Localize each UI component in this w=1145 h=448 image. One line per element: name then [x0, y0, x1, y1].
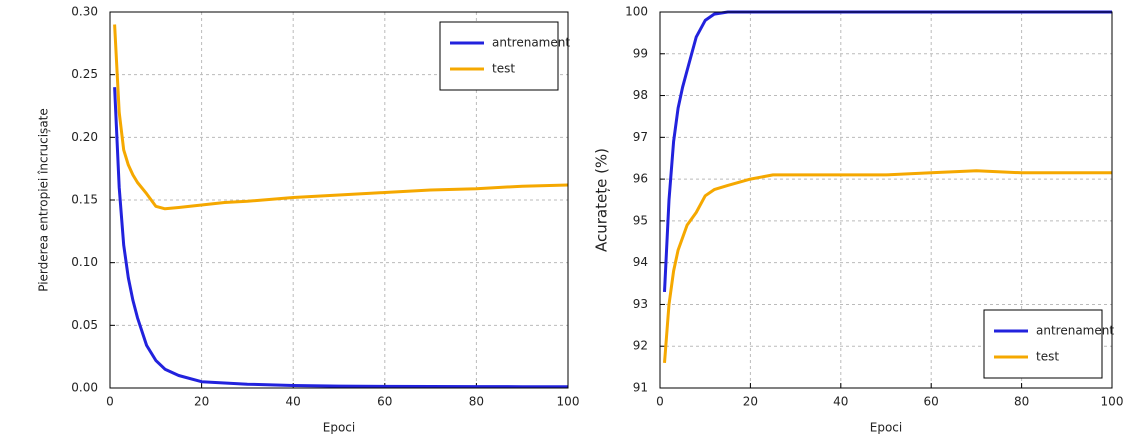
legend-box — [983, 309, 1103, 379]
x-axis-label: Epoci — [870, 421, 902, 435]
x-tick-label: 20 — [194, 395, 209, 409]
x-tick-label: 40 — [833, 395, 848, 409]
legend-label: test — [492, 62, 515, 76]
y-tick-label: 93 — [633, 297, 648, 311]
legend-label: antrenament — [492, 36, 570, 50]
line-series — [113, 87, 568, 389]
line-series — [663, 169, 1112, 364]
y-tick-label: 0.10 — [71, 255, 98, 269]
legend: antrenament test — [983, 309, 1114, 379]
x-tick-label: 100 — [1101, 395, 1124, 409]
line-series — [113, 24, 569, 211]
plot-frame — [109, 11, 569, 389]
y-tick-label: 99 — [633, 46, 648, 60]
x-tick-label: 20 — [743, 395, 758, 409]
x-axis-label: Epoci — [323, 421, 355, 435]
legend-box — [439, 21, 559, 91]
y-tick-label: 95 — [633, 213, 648, 227]
y-tick-label: 0.30 — [71, 5, 98, 19]
x-tick-label: 0 — [656, 395, 664, 409]
x-tick-label: 60 — [924, 395, 939, 409]
y-tick-label: 94 — [633, 255, 648, 269]
x-tick-label: 80 — [1014, 395, 1029, 409]
y-tick-label: 92 — [633, 339, 648, 353]
x-tick-label: 100 — [557, 395, 580, 409]
x-tick-label: 0 — [106, 395, 114, 409]
x-tick-label: 60 — [377, 395, 392, 409]
y-tick-label: 97 — [633, 130, 648, 144]
x-tick-label: 40 — [286, 395, 301, 409]
y-tick-label: 0.00 — [71, 381, 98, 395]
plot-frame — [659, 11, 1113, 389]
y-tick-label: 96 — [633, 172, 648, 186]
y-tick-label: 0.25 — [71, 67, 98, 81]
legend-label: test — [1036, 350, 1059, 364]
y-tick-label: 100 — [625, 5, 648, 19]
y-axis-label: Pierderea entropiei încrucișate — [37, 108, 51, 292]
y-tick-label: 98 — [633, 88, 648, 102]
y-axis-label: Acuratețe (%) — [593, 148, 611, 252]
legend: antrenament test — [439, 21, 570, 91]
legend-label: antrenament — [1036, 324, 1114, 338]
y-tick-label: 0.05 — [71, 318, 98, 332]
y-tick-label: 91 — [633, 381, 648, 395]
x-tick-label: 80 — [469, 395, 484, 409]
y-tick-label: 0.20 — [71, 130, 98, 144]
y-tick-label: 0.15 — [71, 193, 98, 207]
